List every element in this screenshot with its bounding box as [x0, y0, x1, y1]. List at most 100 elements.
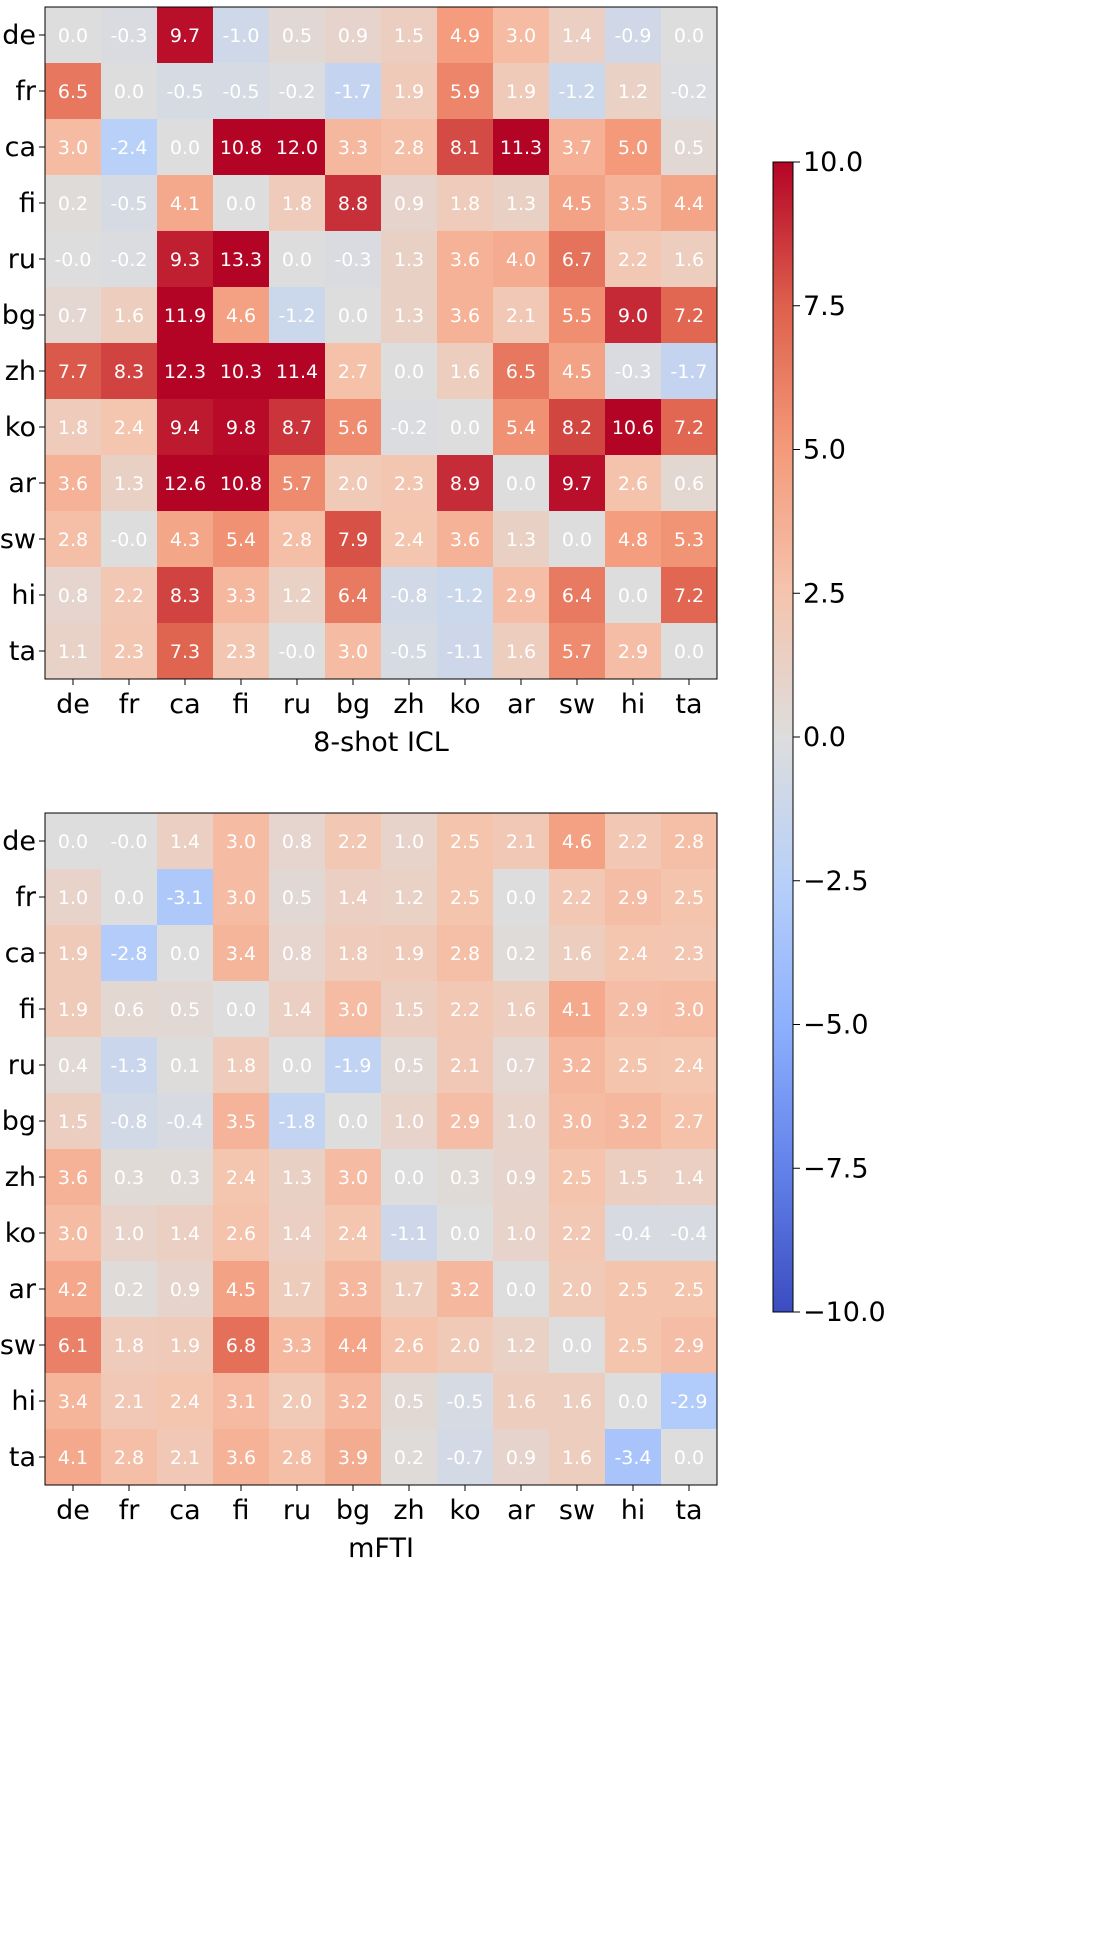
cell-value-label: 0.6	[114, 999, 144, 1021]
cell-value-label: 8.1	[450, 137, 480, 159]
heatmap-cell	[437, 231, 494, 288]
colorbar-tick-label: −10.0	[803, 1297, 886, 1328]
x-tick-label: fr	[119, 1495, 141, 1526]
cell-value-label: 0.5	[394, 1055, 424, 1077]
cell-value-label: 0.5	[674, 137, 704, 159]
heatmap-cell	[661, 343, 718, 400]
heatmap-cell	[45, 399, 102, 456]
y-tick-label: ru	[8, 244, 36, 275]
cell-value-label: 0.0	[506, 1279, 536, 1301]
x-axis-title: 8-shot ICL	[313, 727, 449, 758]
cell-value-label: 10.8	[220, 473, 262, 495]
cell-value-label: 1.5	[394, 25, 424, 47]
heatmap-cell	[45, 287, 102, 344]
heatmap-cell	[493, 175, 550, 232]
cell-value-label: 0.0	[618, 585, 648, 607]
cell-value-label: 4.4	[338, 1335, 368, 1357]
heatmap-cell	[45, 1373, 102, 1430]
heatmap-cell	[661, 63, 718, 120]
cell-value-label: 5.7	[282, 473, 312, 495]
cell-value-label: 7.3	[170, 641, 200, 663]
cell-value-label: 4.4	[674, 193, 704, 215]
x-tick-label: hi	[621, 689, 646, 720]
heatmap-cell	[157, 287, 214, 344]
heatmap-cell	[437, 1037, 494, 1094]
cell-value-label: 0.8	[282, 831, 312, 853]
cell-value-label: -0.3	[614, 361, 651, 383]
cell-value-label: 0.2	[506, 943, 536, 965]
cell-value-label: 2.9	[618, 999, 648, 1021]
cell-value-label: 2.8	[282, 1447, 312, 1469]
heatmap-cell	[661, 1317, 718, 1374]
heatmap-cell	[213, 455, 270, 512]
cell-value-label: 1.6	[562, 1447, 592, 1469]
heatmap-cell	[493, 399, 550, 456]
cell-value-label: 3.9	[338, 1447, 368, 1469]
cell-value-label: 1.2	[618, 81, 648, 103]
cell-value-label: -0.0	[278, 641, 315, 663]
heatmap-cell	[493, 343, 550, 400]
heatmap-cell	[45, 567, 102, 624]
cell-value-label: 0.0	[674, 641, 704, 663]
heatmap-cell	[157, 399, 214, 456]
cell-value-label: -0.4	[166, 1111, 203, 1133]
heatmap-cell	[157, 119, 214, 176]
cell-value-label: 2.4	[394, 529, 424, 551]
cell-value-label: 9.3	[170, 249, 200, 271]
cell-value-label: 0.9	[506, 1447, 536, 1469]
heatmap-cell	[493, 511, 550, 568]
cell-value-label: 2.2	[338, 831, 368, 853]
cell-value-label: 5.3	[674, 529, 704, 551]
heatmap-cell	[381, 287, 438, 344]
cell-value-label: 2.1	[114, 1391, 144, 1413]
cell-value-label: 0.0	[338, 1111, 368, 1133]
heatmap-cell	[437, 1093, 494, 1150]
cell-value-label: 2.4	[114, 417, 144, 439]
cell-value-label: 1.7	[282, 1279, 312, 1301]
cell-value-label: 4.9	[450, 25, 480, 47]
heatmap-cell	[381, 511, 438, 568]
heatmap-cell	[661, 623, 718, 680]
heatmap-cell	[549, 567, 606, 624]
cell-value-label: 10.8	[220, 137, 262, 159]
cell-value-label: 0.0	[282, 249, 312, 271]
x-tick-label: zh	[393, 689, 424, 720]
cell-value-label: 2.7	[338, 361, 368, 383]
cell-value-label: 3.5	[618, 193, 648, 215]
cell-value-label: -0.0	[110, 529, 147, 551]
heatmap-cell	[157, 1429, 214, 1486]
heatmap-cell	[493, 1373, 550, 1430]
cell-value-label: 2.9	[618, 887, 648, 909]
cell-value-label: 9.4	[170, 417, 200, 439]
heatmap-cell	[437, 175, 494, 232]
heatmap-cell	[101, 231, 158, 288]
cell-value-label: 2.2	[618, 249, 648, 271]
heatmap-cell	[549, 1205, 606, 1262]
cell-value-label: 5.7	[562, 641, 592, 663]
y-tick-label: fi	[19, 994, 36, 1025]
heatmap-cell	[493, 925, 550, 982]
cell-value-label: -1.2	[278, 305, 315, 327]
cell-value-label: -2.9	[670, 1391, 707, 1413]
cell-value-label: 3.0	[338, 641, 368, 663]
colorbar-tick-label: −5.0	[803, 1010, 869, 1041]
heatmap-cell	[325, 231, 382, 288]
y-tick-label: fi	[19, 188, 36, 219]
cell-value-label: 3.0	[58, 1223, 88, 1245]
heatmap-cell	[101, 175, 158, 232]
cell-value-label: 3.3	[338, 1279, 368, 1301]
y-tick-label: de	[2, 20, 36, 51]
heatmap-cell	[213, 1261, 270, 1318]
cell-value-label: -1.9	[334, 1055, 371, 1077]
heatmap-cell	[101, 119, 158, 176]
heatmap-cell	[381, 1373, 438, 1430]
cell-value-label: -3.1	[166, 887, 203, 909]
cell-value-label: 10.3	[220, 361, 262, 383]
cell-value-label: 2.8	[58, 529, 88, 551]
cell-value-label: 0.5	[170, 999, 200, 1021]
heatmap-cell	[45, 981, 102, 1038]
heatmap-cell	[157, 623, 214, 680]
heatmap-cell	[325, 7, 382, 64]
cell-value-label: -1.2	[558, 81, 595, 103]
cell-value-label: 1.5	[58, 1111, 88, 1133]
